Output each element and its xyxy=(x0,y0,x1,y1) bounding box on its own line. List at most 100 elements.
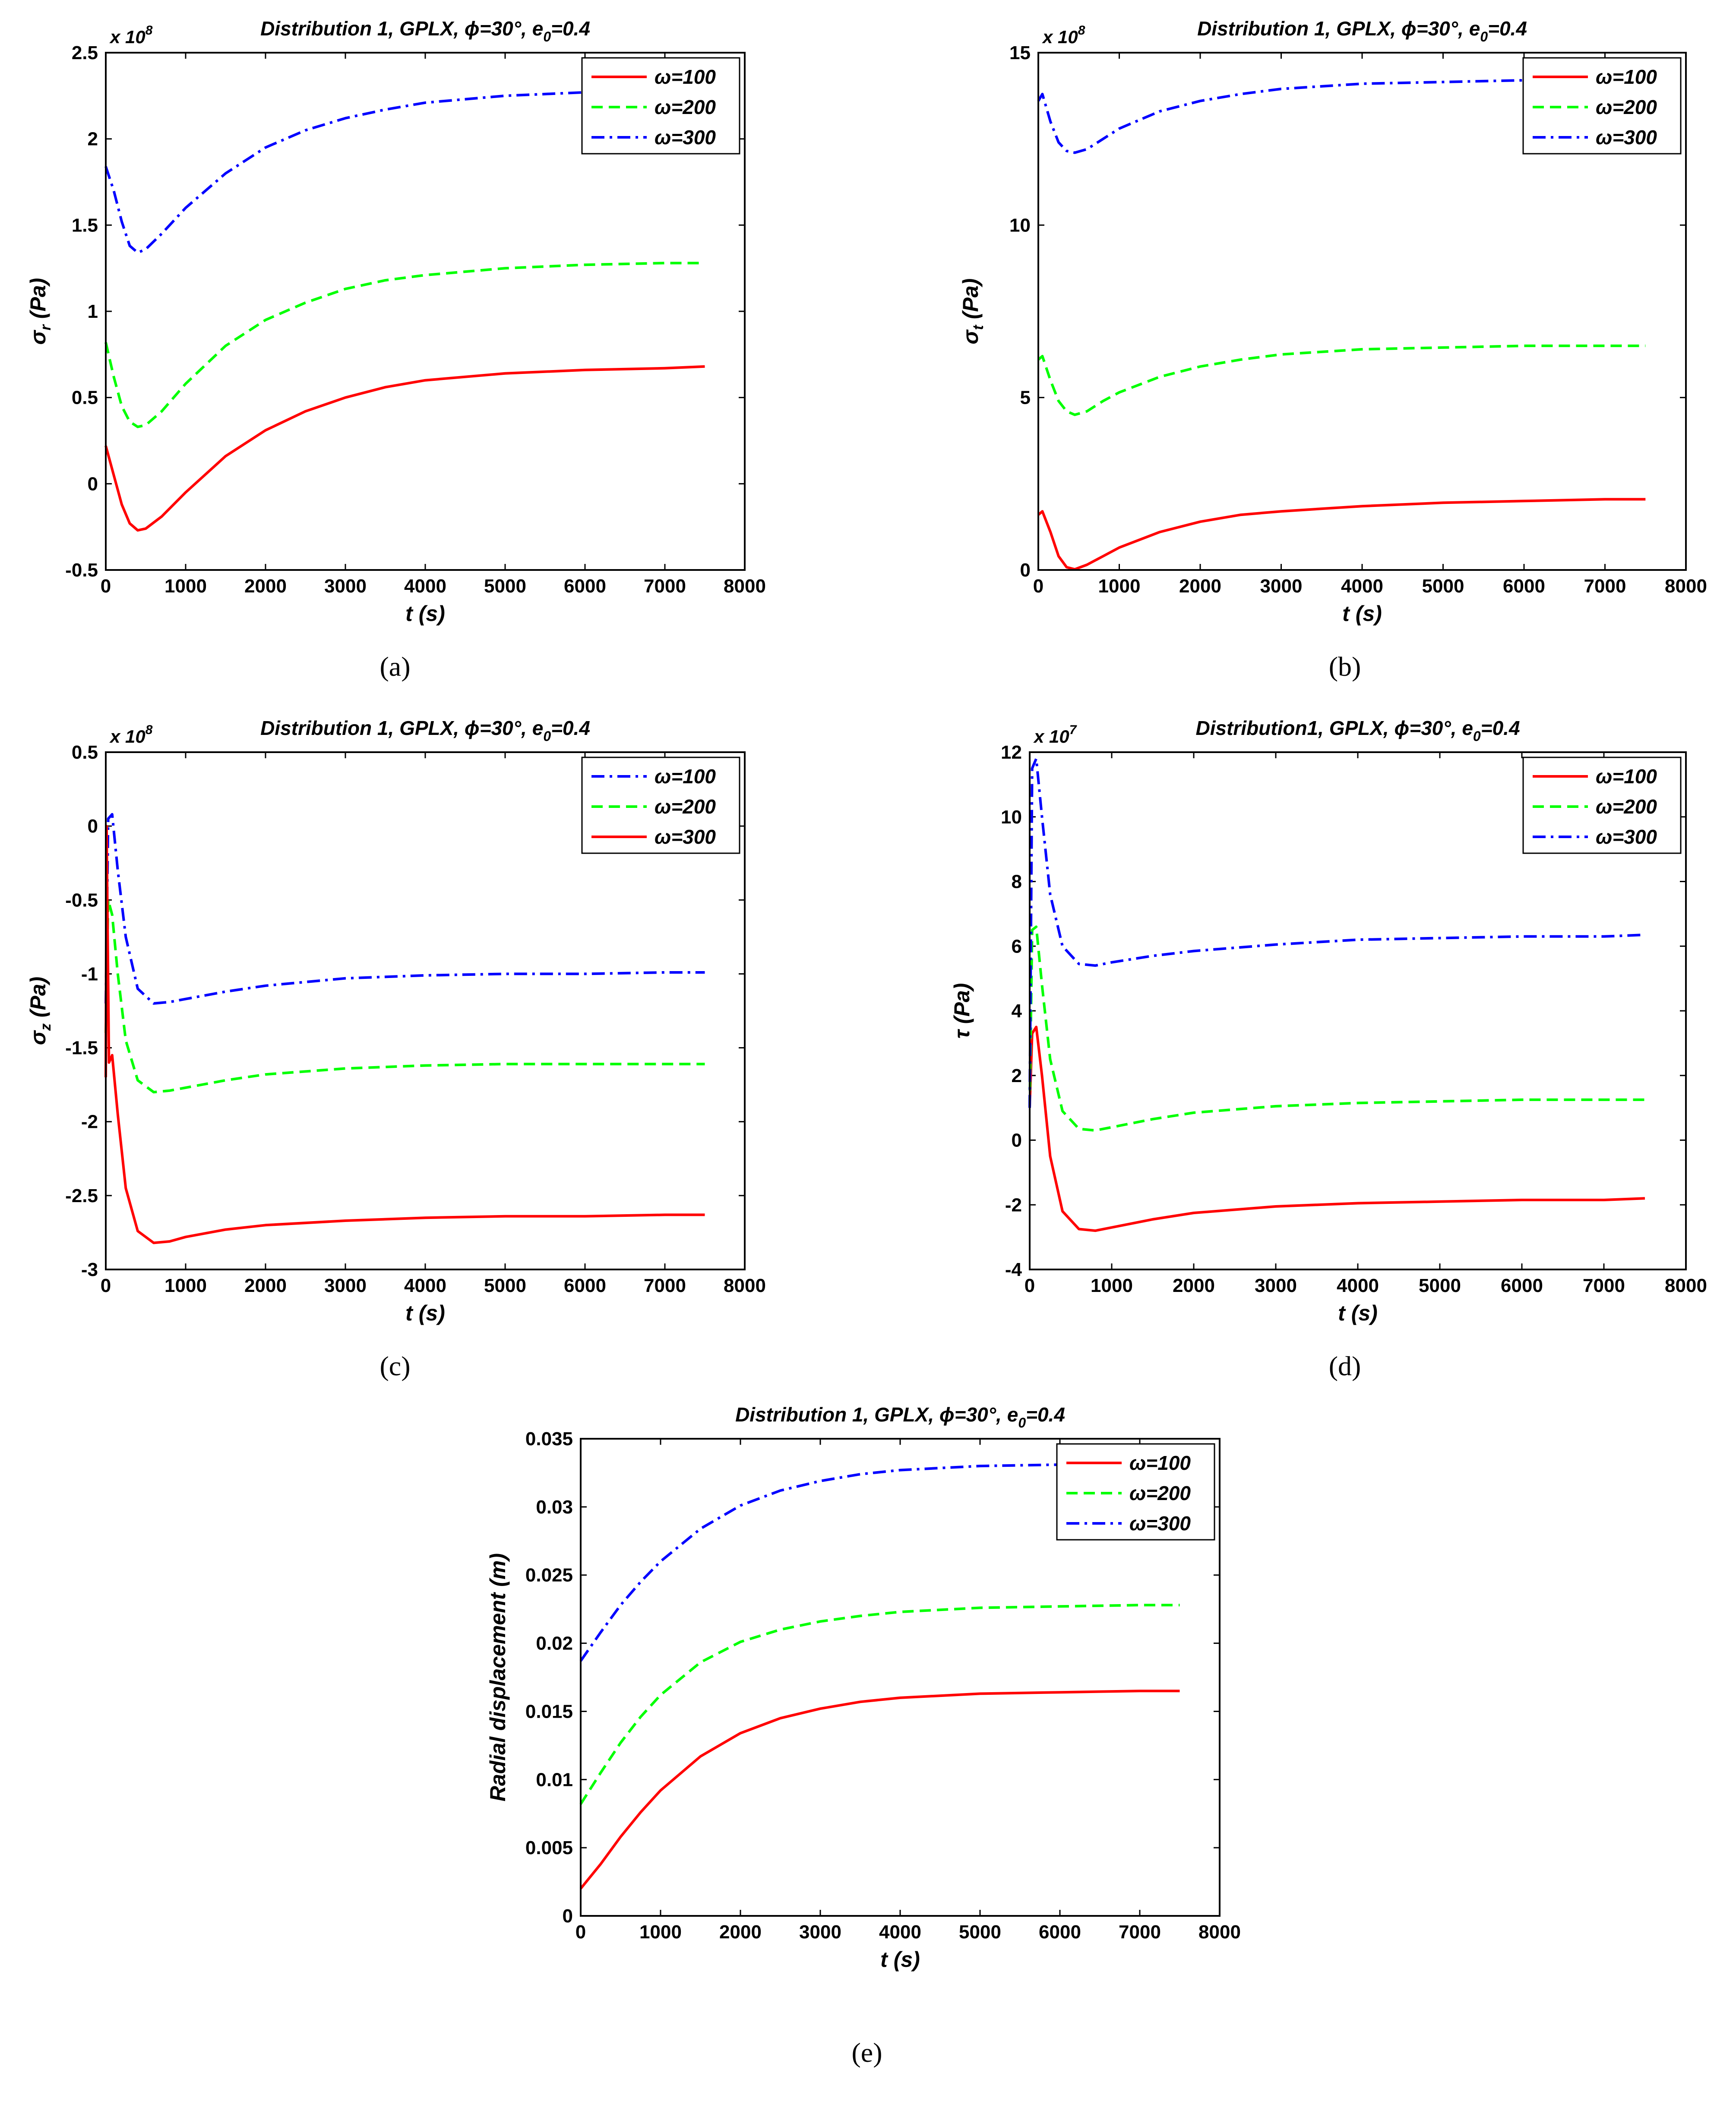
x-tick-label: 6000 xyxy=(1503,576,1545,597)
phi-symbol: ϕ xyxy=(465,717,480,739)
y-tick-label: 10 xyxy=(1009,215,1031,236)
x-tick-label: 8000 xyxy=(724,1275,766,1296)
panel-caption: (c) xyxy=(379,1351,410,1381)
y-tick-label: -0.5 xyxy=(65,560,98,581)
chart-panel-d: 0 1000 2000 3000 4000 5000 6000 7000 8000 -4 -2 0 2 4… xyxy=(950,717,1707,1325)
series-line-omega-2 xyxy=(104,899,705,1094)
x-tick-label: 3000 xyxy=(324,1275,367,1296)
legend-label: ω=300 xyxy=(655,126,716,149)
y-tick-label: 5 xyxy=(1020,387,1031,408)
y-tick-label: 2 xyxy=(88,129,98,150)
series-line-omega-1 xyxy=(1028,1026,1645,1232)
series-line-omega-1 xyxy=(104,365,705,532)
panel-caption: (b) xyxy=(1329,651,1361,682)
axis-multiplier: x 108 xyxy=(109,723,153,747)
x-axis-label: t (s) xyxy=(405,1301,445,1325)
y-tick-label: 2.5 xyxy=(72,42,98,63)
y-tick-label: 0 xyxy=(1012,1130,1022,1151)
x-tick-label: 5000 xyxy=(959,1921,1001,1943)
x-tick-label: 8000 xyxy=(724,576,766,597)
x-tick-label: 0 xyxy=(1033,576,1043,597)
y-tick-label: 0 xyxy=(88,816,98,837)
x-tick-label: 4000 xyxy=(879,1921,921,1943)
series-line-omega-3 xyxy=(104,825,705,1244)
x-tick-label: 7000 xyxy=(644,1275,686,1296)
y-tick-label: 0.005 xyxy=(525,1837,573,1858)
x-tick-label: 1000 xyxy=(164,1275,207,1296)
legend-box xyxy=(581,57,740,155)
y-tick-label: 8 xyxy=(1012,871,1022,893)
panel-caption: (a) xyxy=(379,651,410,682)
legend-label: ω=100 xyxy=(655,765,716,788)
legend-box xyxy=(1522,57,1682,155)
y-tick-label: -3 xyxy=(81,1259,98,1280)
y-tick-label: 1 xyxy=(88,301,98,322)
x-tick-label: 6000 xyxy=(1501,1275,1543,1296)
chart-title: Distribution 1, GPLX, ϕ=30°, e0=0.4 xyxy=(735,1403,1065,1431)
chart-panel-c: 0 1000 2000 3000 4000 5000 6000 7000 8000 -3 -2.5 -… xyxy=(26,717,766,1325)
chart-title: Distribution 1, GPLX, ϕ=30°, e0=0.4 xyxy=(260,17,590,44)
x-tick-label: 7000 xyxy=(644,576,686,597)
legend: ω=100 ω=200 ω=300 xyxy=(1056,1443,1215,1541)
panel-caption: (e) xyxy=(851,2037,882,2068)
x-tick-label: 0 xyxy=(101,576,111,597)
series-line-omega-1 xyxy=(1037,498,1646,571)
series-line-omega-3 xyxy=(1028,757,1645,1108)
x-tick-label: 6000 xyxy=(564,576,606,597)
x-tick-label: 5000 xyxy=(1419,1275,1461,1296)
x-tick-label: 2000 xyxy=(1179,576,1221,597)
x-tick-label: 3000 xyxy=(324,576,367,597)
y-tick-label: 6 xyxy=(1012,936,1022,957)
x-tick-label: 7000 xyxy=(1119,1921,1161,1943)
x-tick-label: 4000 xyxy=(1337,1275,1379,1296)
x-axis-label: t (s) xyxy=(880,1947,920,1972)
chart-panels: 0 1000 2000 3000 4000 5000 6000 7000 8000-0.500.… xyxy=(26,17,1707,1972)
legend-label: ω=300 xyxy=(655,826,716,848)
x-tick-label: 0 xyxy=(576,1921,586,1943)
axes-frame xyxy=(105,52,746,571)
x-tick-label: 0 xyxy=(101,1275,111,1296)
x-tick-label: 5000 xyxy=(484,1275,526,1296)
panel-caption: (d) xyxy=(1329,1351,1361,1381)
x-tick-label: 4000 xyxy=(404,1275,446,1296)
phi-symbol: ϕ xyxy=(465,17,480,40)
x-tick-label: 8000 xyxy=(1665,1275,1707,1296)
legend-label: ω=300 xyxy=(1596,126,1657,149)
chart-title: Distribution1, GPLX, ϕ=30°, e0=0.4 xyxy=(1195,717,1520,744)
y-tick-label: 0 xyxy=(563,1906,573,1927)
y-tick-label: -4 xyxy=(1005,1259,1022,1280)
x-tick-label: 3000 xyxy=(1260,576,1303,597)
y-tick-label: -1 xyxy=(81,963,98,984)
x-tick-label: 2000 xyxy=(1173,1275,1215,1296)
legend-label: ω=100 xyxy=(1596,66,1657,88)
x-tick-label: 8000 xyxy=(1198,1921,1241,1943)
y-axis-label: τ (Pa) xyxy=(950,983,974,1039)
series-line-omega-3 xyxy=(579,1462,1180,1662)
x-tick-label: 7000 xyxy=(1584,576,1626,597)
x-tick-label: 8000 xyxy=(1665,576,1707,597)
legend-label: ω=200 xyxy=(1129,1482,1191,1504)
x-tick-label: 5000 xyxy=(1422,576,1464,597)
x-tick-label: 4000 xyxy=(404,576,446,597)
x-axis-label: t (s) xyxy=(1338,1301,1378,1325)
x-tick-label: 1000 xyxy=(1091,1275,1133,1296)
chart-panel-e: 0 1000 2000 3000 4000 5000 6000 7000 8000 0 0.005 0… xyxy=(486,1403,1241,1972)
axes-frame xyxy=(1037,52,1687,571)
phi-symbol: ϕ xyxy=(1394,717,1410,739)
chart-title: Distribution 1, GPLX, ϕ=30°, e0=0.4 xyxy=(260,717,590,744)
x-axis-label: t (s) xyxy=(1342,601,1382,626)
series-line-omega-2 xyxy=(1028,925,1645,1132)
y-axis-label: σt (Pa) xyxy=(958,279,987,345)
legend-box xyxy=(1056,1443,1215,1541)
x-axis-label: t (s) xyxy=(405,601,445,626)
series-line-omega-2 xyxy=(1037,344,1646,416)
legend-label: ω=200 xyxy=(1596,96,1657,118)
axes-frame xyxy=(580,1438,1221,1917)
x-tick-label: 2000 xyxy=(244,1275,287,1296)
y-tick-label: 12 xyxy=(1001,742,1022,763)
legend: ω=100 ω=200 ω=300 xyxy=(581,57,740,155)
y-tick-label: 0.5 xyxy=(72,742,98,763)
chart-panel-a: 0 1000 2000 3000 4000 5000 6000 7000 8000-0.500.… xyxy=(26,17,766,626)
legend-label: ω=200 xyxy=(655,96,716,118)
